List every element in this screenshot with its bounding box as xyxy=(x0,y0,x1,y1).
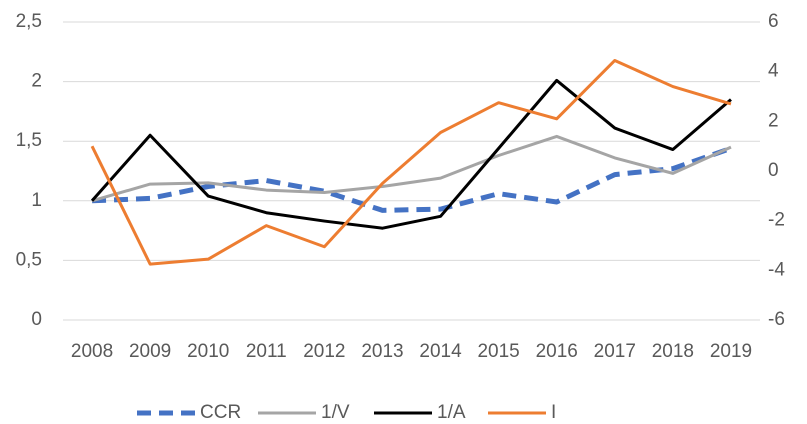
y-tick-label: 1 xyxy=(31,190,42,211)
x-tick-label: 2015 xyxy=(477,341,519,362)
x-tick-label: 2019 xyxy=(710,341,752,362)
x-tick-label: 2016 xyxy=(536,341,578,362)
y2-tick-label: -4 xyxy=(768,259,785,280)
y-tick-label: 0,5 xyxy=(16,249,42,270)
y2-tick-label: 0 xyxy=(768,160,779,181)
y2-tick-label: 6 xyxy=(768,11,779,32)
x-tick-label: 2009 xyxy=(129,341,171,362)
x-tick-label: 2012 xyxy=(303,341,345,362)
y-tick-label: 2 xyxy=(31,71,42,92)
legend-label: CCR xyxy=(200,402,241,423)
x-tick-label: 2014 xyxy=(419,341,462,362)
x-tick-label: 2017 xyxy=(594,341,636,362)
legend-label: 1/A xyxy=(437,402,466,423)
y2-tick-label: 2 xyxy=(768,110,779,131)
y-tick-label: 0 xyxy=(31,309,42,330)
y2-tick-label: 4 xyxy=(768,61,779,82)
y2-tick-label: -6 xyxy=(768,309,785,330)
series-line xyxy=(90,78,732,230)
x-tick-label: 2011 xyxy=(246,341,287,362)
y-tick-label: 2,5 xyxy=(16,11,42,32)
series-line xyxy=(91,134,732,203)
y2-tick-label: -2 xyxy=(768,210,785,231)
legend-label: I xyxy=(551,402,556,423)
x-tick-label: 2010 xyxy=(187,341,229,362)
legend-label: 1/V xyxy=(321,402,350,423)
series-line xyxy=(90,58,732,266)
y-tick-label: 1,5 xyxy=(16,130,42,151)
x-tick-label: 2018 xyxy=(652,341,694,362)
x-tick-label: 2013 xyxy=(361,341,403,362)
x-tick-label: 2008 xyxy=(71,341,113,362)
